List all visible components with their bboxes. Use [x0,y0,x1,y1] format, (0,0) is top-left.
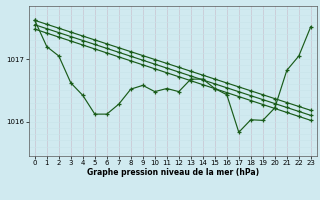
X-axis label: Graphe pression niveau de la mer (hPa): Graphe pression niveau de la mer (hPa) [87,168,259,177]
